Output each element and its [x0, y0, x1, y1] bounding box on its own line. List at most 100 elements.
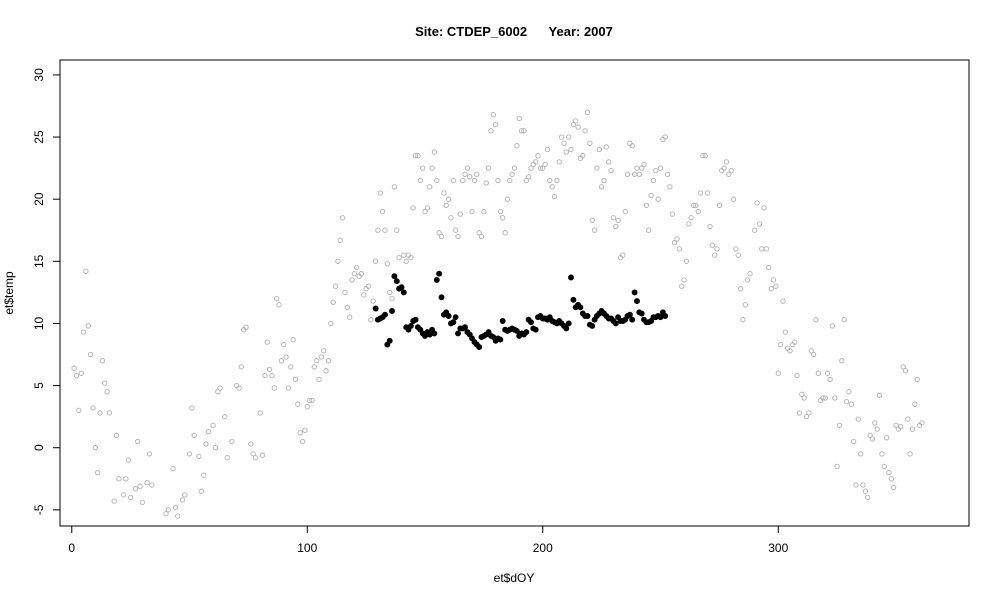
- data-point-open: [594, 165, 600, 171]
- data-point-filled: [626, 311, 633, 318]
- data-point-open: [339, 215, 346, 221]
- data-point-open: [537, 165, 544, 171]
- data-point-open: [669, 211, 675, 217]
- data-point-open: [295, 401, 301, 407]
- data-point-open: [905, 416, 911, 422]
- data-point-filled: [528, 319, 534, 326]
- data-point-open: [815, 370, 821, 376]
- data-point-open: [382, 227, 388, 233]
- data-point-open: [822, 395, 828, 401]
- data-point-filled: [398, 284, 405, 291]
- data-point-open: [747, 271, 753, 277]
- data-point-open: [87, 351, 94, 358]
- data-point-open: [113, 432, 120, 438]
- data-point-open: [839, 358, 845, 364]
- data-point-open: [780, 298, 786, 304]
- data-point-open: [424, 205, 431, 211]
- data-point-open: [316, 376, 322, 383]
- data-point-open: [674, 236, 680, 242]
- data-point-open: [580, 153, 586, 159]
- data-point-open: [829, 323, 836, 329]
- data-point-open: [523, 177, 529, 184]
- data-point-filled: [445, 313, 452, 319]
- data-point-filled: [393, 278, 400, 285]
- data-point-open: [292, 376, 299, 383]
- data-point-filled: [400, 289, 407, 296]
- data-point-open: [144, 479, 150, 486]
- data-point-open: [106, 410, 113, 416]
- data-point-open: [810, 351, 817, 358]
- data-point-filled: [662, 313, 669, 319]
- data-point-open: [464, 165, 471, 171]
- data-point-open: [679, 283, 685, 289]
- data-point-open: [832, 395, 838, 401]
- data-point-open: [777, 341, 784, 348]
- data-point-open: [730, 196, 737, 202]
- data-point-open: [535, 153, 541, 159]
- data-point-open: [283, 354, 289, 360]
- data-point-open: [342, 289, 348, 296]
- data-point-open: [646, 227, 652, 233]
- data-point-open: [332, 283, 339, 289]
- data-point-open: [215, 389, 221, 395]
- data-point-open: [83, 268, 89, 274]
- data-point-open: [549, 184, 555, 190]
- data-point-open: [116, 476, 122, 482]
- data-point-open: [163, 510, 169, 517]
- data-point-open: [420, 165, 426, 171]
- data-point-open: [488, 128, 494, 134]
- data-point-open: [629, 143, 635, 149]
- data-point-filled: [563, 325, 570, 332]
- data-point-open: [566, 134, 572, 140]
- data-point-open: [125, 457, 131, 463]
- data-point-open: [631, 171, 638, 177]
- data-point-open: [714, 246, 720, 252]
- data-point-open: [655, 196, 661, 202]
- data-point-open: [695, 208, 701, 215]
- data-point-open: [554, 177, 560, 184]
- data-point-open: [613, 223, 619, 230]
- data-point-open: [452, 227, 459, 233]
- data-point-open: [608, 167, 614, 174]
- data-point-open: [756, 221, 763, 227]
- data-point-open: [375, 227, 381, 233]
- data-point-open: [890, 484, 897, 491]
- data-point-open: [504, 196, 511, 202]
- data-point-open: [266, 366, 273, 373]
- data-point-open: [224, 455, 230, 461]
- data-point-filled: [436, 270, 443, 277]
- data-point-open: [853, 482, 859, 488]
- data-point-open: [801, 395, 807, 401]
- data-point-open: [443, 202, 449, 209]
- data-point-open: [238, 364, 244, 370]
- data-point-open: [726, 171, 732, 177]
- data-point-open: [358, 271, 365, 277]
- data-point-open: [820, 395, 826, 401]
- data-point-open: [394, 227, 400, 233]
- data-point-open: [222, 413, 228, 420]
- data-point-open: [752, 227, 758, 233]
- data-point-open: [723, 159, 730, 165]
- data-point-open: [448, 215, 454, 221]
- data-point-open: [337, 237, 343, 243]
- data-point-open: [643, 202, 650, 209]
- data-point-open: [441, 190, 447, 196]
- data-point-open: [601, 177, 607, 184]
- data-point-open: [712, 252, 718, 258]
- data-point-open: [384, 261, 390, 267]
- data-point-filled: [426, 331, 433, 338]
- data-point-open: [683, 258, 690, 264]
- data-point-filled: [589, 322, 596, 329]
- data-point-filled: [389, 308, 395, 314]
- data-point-open: [836, 422, 843, 428]
- data-point-open: [787, 348, 793, 354]
- data-point-open: [563, 149, 569, 155]
- data-point-open: [431, 149, 438, 155]
- data-point-filled: [450, 319, 457, 326]
- data-point-open: [276, 302, 282, 308]
- data-point-open: [311, 364, 317, 370]
- data-points: [71, 109, 925, 519]
- data-point-open: [700, 153, 706, 159]
- data-point-open: [170, 466, 176, 472]
- x-tick-label: 100: [297, 541, 317, 555]
